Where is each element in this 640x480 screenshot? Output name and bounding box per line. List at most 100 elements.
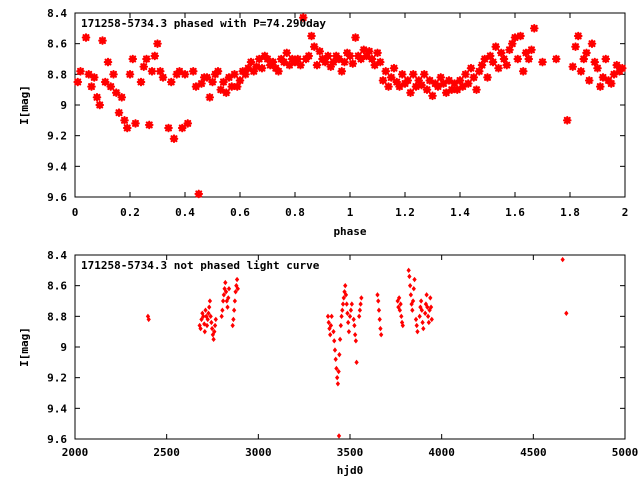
data-point: [279, 57, 289, 67]
data-point: [326, 319, 331, 326]
y-tick-label: 9: [60, 99, 67, 112]
data-point: [354, 359, 359, 366]
data-point: [125, 70, 135, 79]
data-point: [219, 313, 224, 320]
data-point: [436, 73, 446, 82]
data-point: [480, 54, 490, 64]
y-tick-label: 9.2: [47, 130, 67, 143]
data-point: [397, 70, 407, 79]
data-point: [224, 298, 229, 304]
data-point: [601, 54, 611, 64]
data-point: [496, 48, 506, 58]
data-point: [226, 295, 231, 301]
data-point: [147, 66, 157, 76]
data-point: [340, 301, 346, 307]
data-point: [336, 433, 342, 439]
data-point: [417, 80, 426, 90]
data-point: [212, 328, 217, 335]
data-point: [191, 82, 201, 91]
data-point: [507, 39, 517, 48]
data-point: [347, 313, 353, 320]
data-point: [209, 325, 215, 332]
data-point: [144, 120, 154, 130]
data-point: [538, 57, 547, 67]
data-point: [408, 70, 418, 79]
data-point: [212, 322, 218, 329]
data-point: [312, 60, 322, 70]
y-tick-label: 9.4: [47, 402, 67, 415]
data-point: [298, 13, 308, 22]
x-tick-label: 1.6: [505, 206, 525, 219]
data-point: [328, 322, 334, 329]
data-point: [320, 57, 330, 67]
data-point: [403, 76, 413, 85]
data-point: [221, 88, 231, 98]
data-point: [458, 82, 468, 91]
data-point: [505, 45, 514, 55]
data-point: [422, 85, 432, 94]
data-point: [412, 276, 417, 283]
data-point: [343, 282, 348, 289]
data-point: [231, 316, 236, 323]
data-point: [340, 307, 345, 313]
data-point: [352, 322, 357, 329]
data-point: [128, 54, 138, 64]
data-point: [406, 267, 411, 274]
data-point: [216, 85, 226, 94]
data-point: [98, 36, 107, 45]
data-point: [351, 33, 360, 42]
data-point: [103, 57, 113, 67]
data-point: [584, 76, 594, 85]
y-tick-label: 9: [60, 341, 67, 354]
data-point: [87, 82, 96, 91]
data-point: [398, 301, 403, 307]
data-point: [205, 316, 210, 323]
data-point: [426, 319, 431, 326]
y-ticks-bottom: 8.4 8.6 8.8 9 9.2 9.4 9.6: [47, 249, 625, 446]
data-point: [485, 51, 495, 61]
data-point: [76, 66, 85, 76]
x-tick-label: 4500: [520, 446, 547, 459]
data-point: [164, 123, 173, 133]
data-point: [421, 325, 426, 332]
data-point: [203, 307, 208, 313]
data-point: [466, 63, 476, 73]
data-point: [410, 307, 415, 313]
data-point: [136, 77, 146, 87]
data-point: [268, 57, 278, 67]
data-point: [225, 304, 230, 310]
data-point: [246, 57, 256, 67]
data-point: [234, 276, 240, 283]
data-point: [208, 77, 217, 87]
data-point: [499, 54, 509, 64]
data-point: [207, 298, 213, 304]
data-point: [334, 54, 344, 64]
data-point: [444, 76, 454, 85]
data-point: [348, 59, 358, 68]
data-point: [202, 73, 212, 82]
data-point: [204, 313, 209, 320]
data-point: [362, 51, 371, 61]
x-axis-label-top: phase: [333, 225, 366, 238]
data-point: [198, 325, 203, 332]
data-point: [348, 307, 354, 313]
y-axis-label-bottom: I[mag]: [18, 327, 31, 367]
data-point: [516, 31, 525, 41]
data-point: [220, 307, 225, 313]
data-point: [230, 322, 235, 329]
y-tick-label: 9.4: [47, 160, 67, 173]
data-point: [274, 66, 283, 76]
data-point: [327, 325, 332, 332]
data-points-top: [73, 13, 627, 199]
data-point: [204, 322, 210, 329]
data-point: [429, 316, 434, 323]
x-tick-label: 2: [622, 206, 629, 219]
data-point: [609, 70, 619, 79]
data-point: [386, 73, 396, 82]
data-point: [252, 62, 261, 71]
data-point: [420, 319, 425, 326]
data-point: [111, 88, 121, 98]
data-point: [325, 313, 331, 320]
chart-title-bottom: 171258-5734.3 not phased light curve: [81, 259, 320, 272]
data-point: [491, 42, 501, 52]
